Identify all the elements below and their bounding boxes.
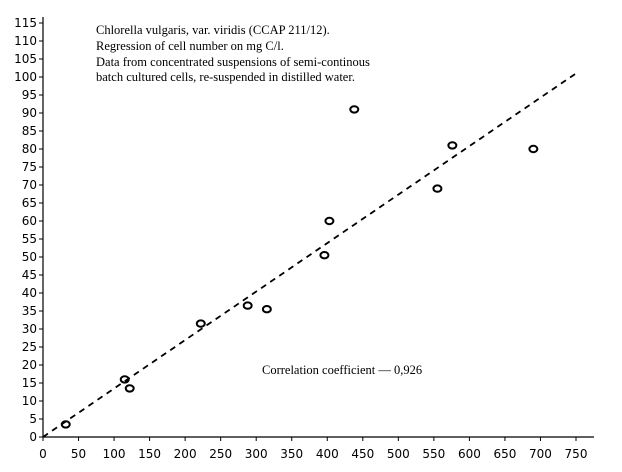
annotation-line-3: Data from concentrated suspensions of se… (96, 55, 370, 69)
data-point (124, 384, 135, 393)
data-point (195, 319, 206, 328)
data-point (528, 144, 539, 154)
y-tick-label: 105 (14, 52, 37, 66)
x-tick-label: 200 (174, 447, 197, 461)
x-tick-label: 100 (103, 447, 126, 461)
y-tick-label: 70 (22, 178, 37, 192)
data-point (349, 105, 360, 114)
y-tick-label: 40 (22, 286, 37, 300)
data-point (261, 305, 272, 314)
x-tick-label: 450 (351, 447, 374, 461)
x-tick-label: 500 (387, 447, 410, 461)
y-tick-label: 110 (14, 34, 37, 48)
y-tick-label: 85 (22, 124, 37, 138)
y-tick-label: 25 (22, 340, 37, 354)
y-tick-label: 55 (22, 232, 37, 246)
annotation-line-1: Chlorella vulgaris, var. viridis (CCAP 2… (96, 23, 330, 37)
data-point (242, 301, 253, 310)
y-tick-label: 60 (22, 214, 37, 228)
y-tick-label: 95 (22, 88, 37, 102)
x-tick-label: 750 (565, 447, 588, 461)
x-tick-label: 50 (71, 447, 86, 461)
y-tick-label: 75 (22, 160, 37, 174)
annotation-line-2: Regression of cell number on mg C/l. (96, 39, 284, 53)
y-tick-label: 65 (22, 196, 37, 210)
regression-line (42, 72, 577, 438)
y-tick-label: 50 (22, 250, 37, 264)
y-tick-label: 10 (22, 394, 37, 408)
y-tick-label: 90 (22, 106, 37, 120)
y-tick-label: 20 (22, 358, 37, 372)
annotation-line-4: batch cultured cells, re-suspended in di… (96, 70, 355, 84)
y-tick-label: 45 (22, 268, 37, 282)
x-tick-label: 300 (245, 447, 268, 461)
correlation-note: Correlation coefficient — 0,926 (262, 363, 422, 377)
x-tick-label: 400 (316, 447, 339, 461)
data-point (324, 216, 335, 226)
data-point (447, 141, 458, 150)
x-tick-label: 0 (39, 447, 47, 461)
y-tick-label: 0 (29, 430, 37, 444)
data-point (432, 184, 443, 193)
x-tick-label: 250 (209, 447, 232, 461)
x-tick-label: 350 (280, 447, 303, 461)
x-tick-label: 700 (529, 447, 552, 461)
data-point (119, 375, 130, 384)
x-tick-label: 150 (138, 447, 161, 461)
x-tick-label: 550 (422, 447, 445, 461)
data-point (60, 420, 71, 429)
y-tick-label: 5 (29, 412, 37, 426)
plot-area: 0 5 10 15 20 25 30 35 40 45 50 55 60 65 70 75 80 85 90 95 10… (14, 16, 594, 461)
x-tick-label: 600 (458, 447, 481, 461)
y-tick-label: 30 (22, 322, 37, 336)
y-tick-label: 15 (22, 376, 37, 390)
annotation-block: Chlorella vulgaris, var. viridis (CCAP 2… (96, 23, 370, 84)
y-tick-label: 115 (14, 16, 37, 30)
y-tick-label: 100 (14, 70, 37, 84)
data-point (319, 251, 330, 260)
x-tick-label: 650 (493, 447, 516, 461)
y-tick-label: 35 (22, 304, 37, 318)
y-tick-label: 80 (22, 142, 37, 156)
